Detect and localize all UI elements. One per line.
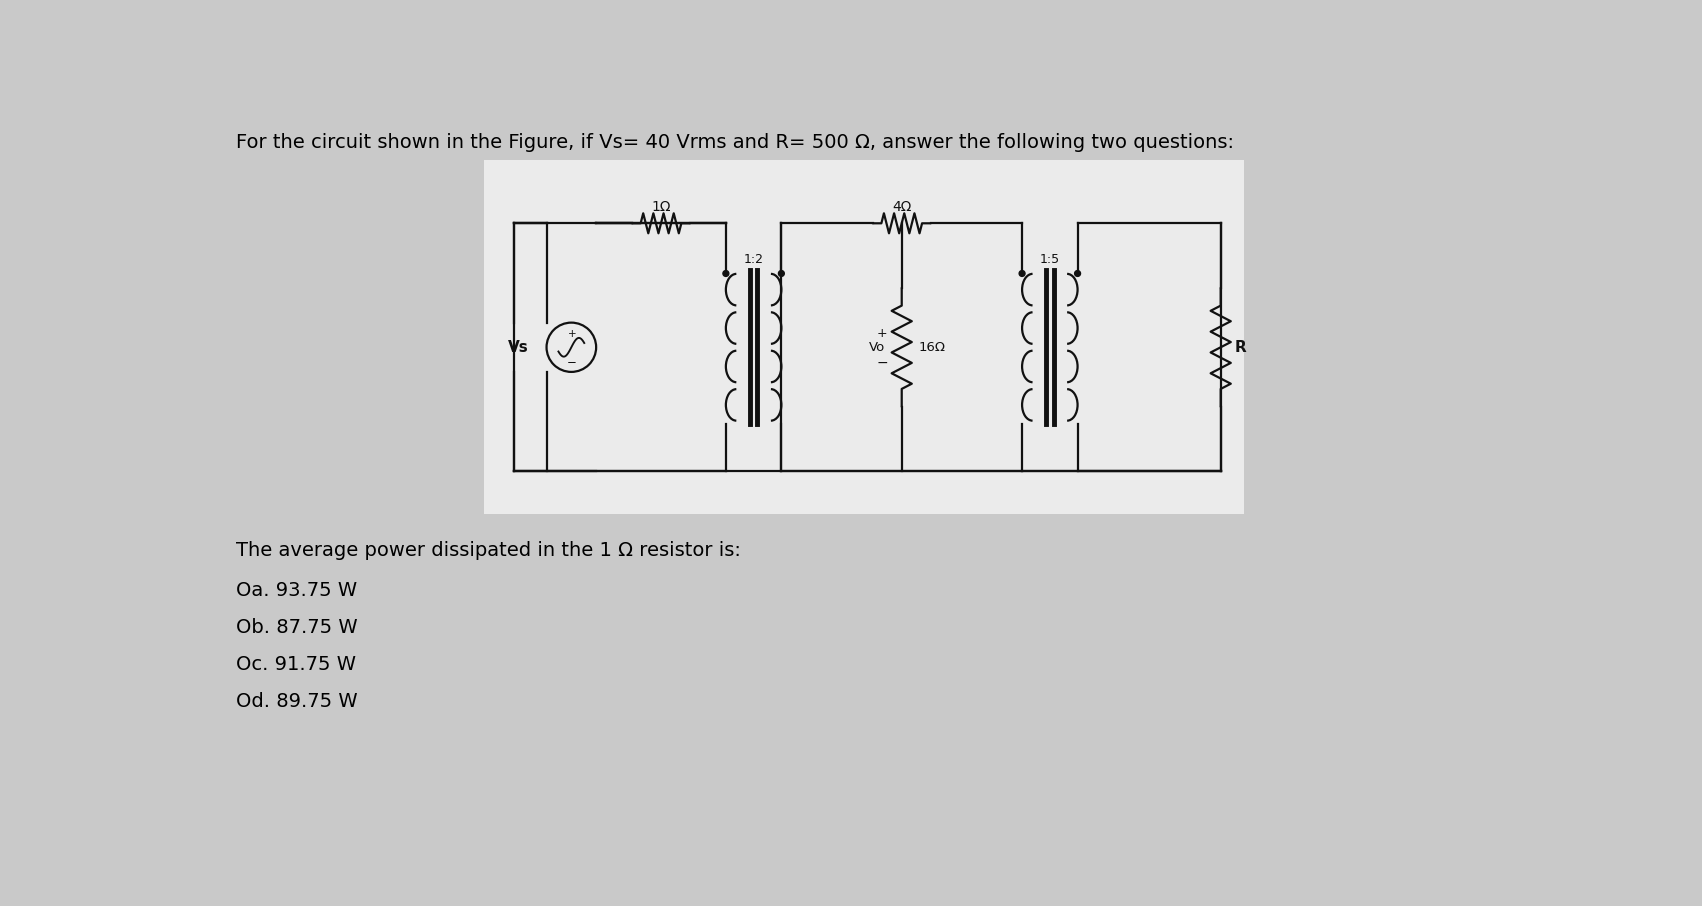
Text: Oa. 93.75 W: Oa. 93.75 W: [237, 581, 357, 600]
Text: For the circuit shown in the Figure, if Vs= 40 Vrms and R= 500 Ω, answer the fol: For the circuit shown in the Figure, if …: [237, 132, 1234, 151]
FancyBboxPatch shape: [483, 159, 1244, 514]
Circle shape: [723, 271, 728, 276]
Text: 1Ω: 1Ω: [652, 200, 671, 214]
Text: The average power dissipated in the 1 Ω resistor is:: The average power dissipated in the 1 Ω …: [237, 541, 740, 560]
Text: 4Ω: 4Ω: [892, 200, 911, 214]
Text: Vs: Vs: [507, 340, 529, 355]
Text: −: −: [877, 356, 888, 370]
Text: Ob. 87.75 W: Ob. 87.75 W: [237, 618, 357, 637]
Text: Vo: Vo: [868, 341, 885, 353]
Text: 1:2: 1:2: [744, 253, 764, 265]
Circle shape: [1019, 271, 1025, 276]
Text: Od. 89.75 W: Od. 89.75 W: [237, 691, 357, 710]
Text: 1:5: 1:5: [1040, 253, 1060, 265]
Circle shape: [778, 271, 785, 276]
Text: +: +: [877, 327, 888, 340]
Circle shape: [1074, 271, 1081, 276]
Text: 16Ω: 16Ω: [919, 341, 946, 353]
Text: R: R: [1234, 340, 1246, 355]
Text: −: −: [567, 355, 577, 369]
Text: +: +: [568, 329, 577, 339]
Text: Oc. 91.75 W: Oc. 91.75 W: [237, 655, 356, 674]
